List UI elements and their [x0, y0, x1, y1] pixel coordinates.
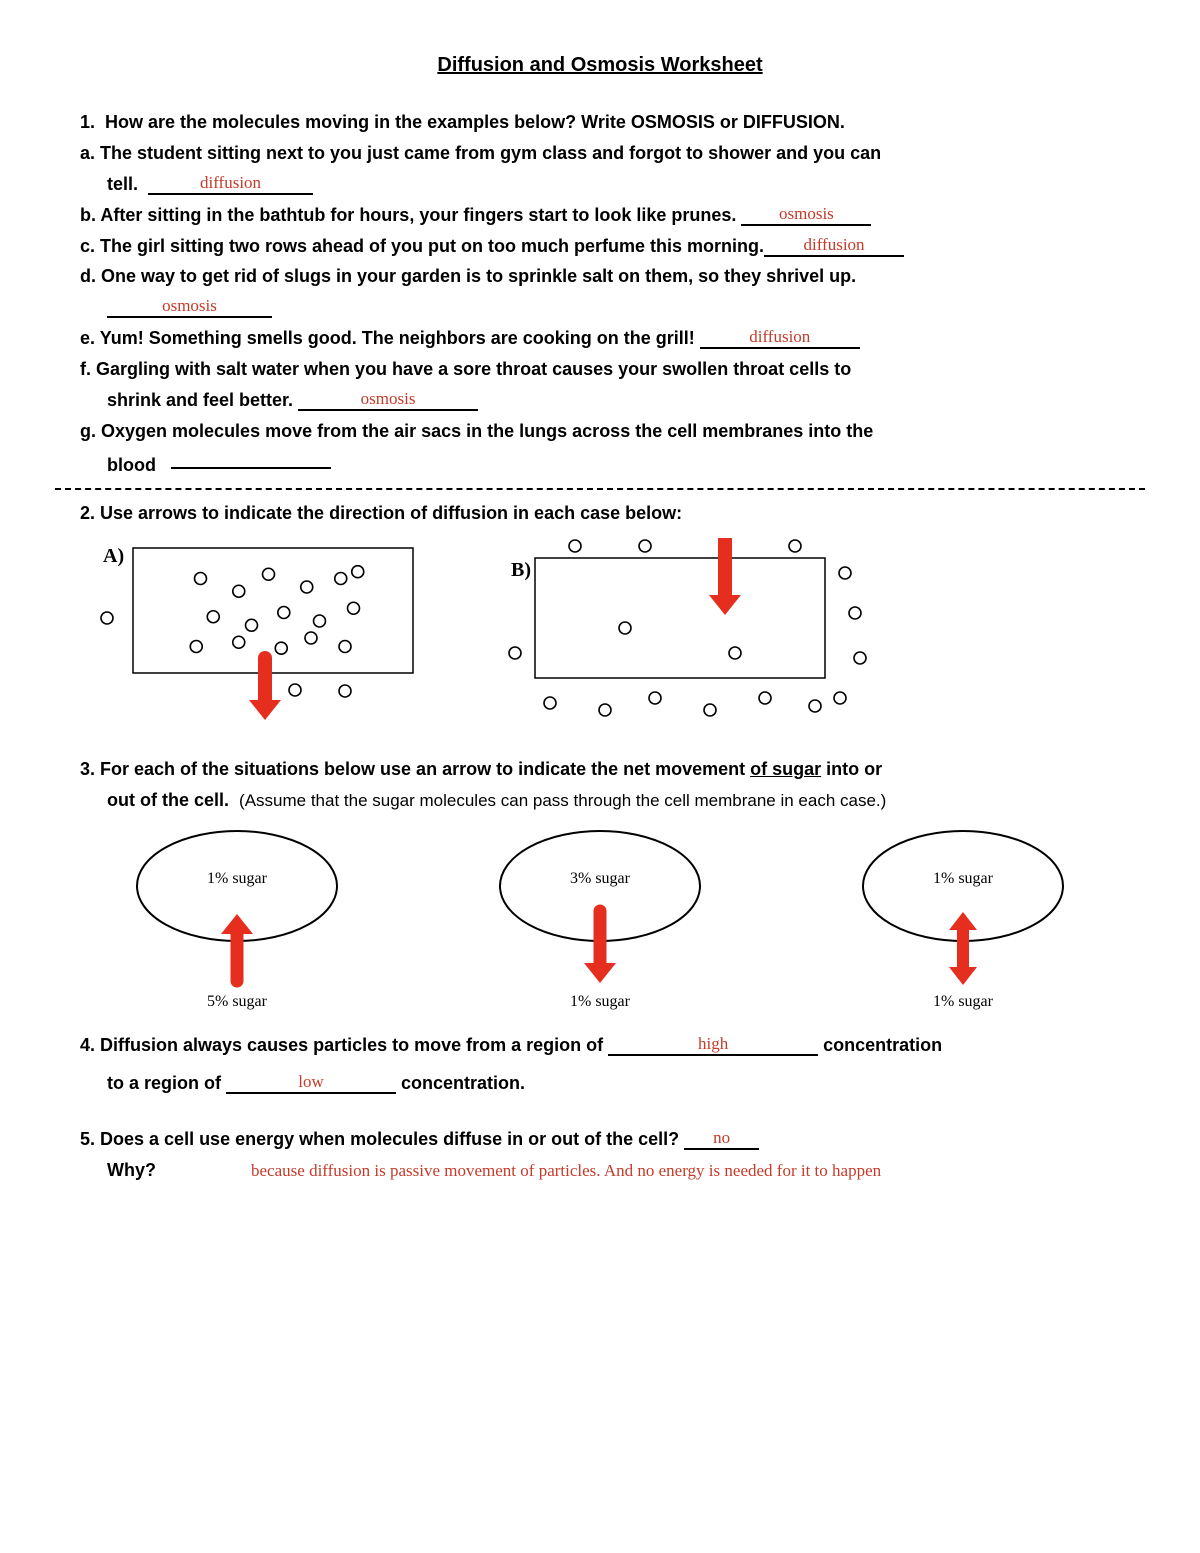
- cell-3-svg: 1% sugar 1% sugar: [848, 821, 1078, 1016]
- q3-text-c: out of the cell.: [107, 790, 229, 810]
- q5-why-label: Why?: [107, 1160, 156, 1180]
- q1b-text: After sitting in the bathtub for hours, …: [100, 205, 736, 225]
- q1a: a. The student sitting next to you just …: [55, 140, 1145, 168]
- q1f-label: f.: [80, 359, 91, 379]
- q1-end: .: [840, 112, 845, 132]
- q4-line1: 4. Diffusion always causes particles to …: [55, 1032, 1145, 1060]
- svg-text:B): B): [511, 559, 531, 581]
- q1f-text: Gargling with salt water when you have a…: [96, 359, 851, 379]
- q1b: b. After sitting in the bathtub for hour…: [55, 202, 1145, 230]
- cell-1-svg: 1% sugar 5% sugar: [122, 821, 352, 1016]
- q1c-answer: diffusion: [803, 235, 864, 254]
- worksheet-title: Diffusion and Osmosis Worksheet: [55, 50, 1145, 81]
- q1g: g. Oxygen molecules move from the air sa…: [55, 418, 1145, 446]
- q1a-answer: diffusion: [200, 173, 261, 192]
- q4-ans2: low: [298, 1072, 324, 1091]
- svg-text:3% sugar: 3% sugar: [570, 870, 631, 887]
- q1f-text2: shrink and feel better.: [107, 390, 293, 410]
- q1a-text: The student sitting next to you just cam…: [100, 143, 881, 163]
- q1a-label: a.: [80, 143, 95, 163]
- q4-text-d: concentration.: [396, 1073, 525, 1093]
- q1-num: 1.: [80, 112, 95, 132]
- q1b-answer: osmosis: [779, 204, 834, 223]
- q1f: f. Gargling with salt water when you hav…: [55, 356, 1145, 384]
- q3-emph: of sugar: [750, 759, 821, 779]
- cell-1: 1% sugar 5% sugar: [122, 821, 352, 1016]
- cell-3: 1% sugar 1% sugar: [848, 821, 1078, 1016]
- q1e-label: e.: [80, 328, 95, 348]
- diagram-a: A): [95, 538, 435, 742]
- q1d-line2: osmosis: [55, 294, 1145, 322]
- q1a-line2: tell. diffusion: [55, 171, 1145, 199]
- q3-note: (Assume that the sugar molecules can pas…: [239, 791, 886, 810]
- q1d-label: d.: [80, 266, 96, 286]
- q1f-answer: osmosis: [361, 389, 416, 408]
- svg-text:1% sugar: 1% sugar: [570, 993, 631, 1010]
- q5-ans: no: [713, 1128, 730, 1147]
- q5-why: Why? because diffusion is passive moveme…: [55, 1157, 1145, 1185]
- q1f-line2: shrink and feel better. osmosis: [55, 387, 1145, 415]
- cell-2-svg: 3% sugar 1% sugar: [485, 821, 715, 1016]
- q1g-text2: blood: [107, 455, 156, 475]
- divider: [55, 488, 1145, 490]
- q1d-text: One way to get rid of slugs in your gard…: [101, 266, 856, 286]
- q4-text-a: 4. Diffusion always causes particles to …: [80, 1035, 608, 1055]
- q3-prompt-line2: out of the cell. (Assume that the sugar …: [55, 787, 1145, 815]
- q1a-text2: tell.: [107, 174, 138, 194]
- cell-2: 3% sugar 1% sugar: [485, 821, 715, 1016]
- diagram-b: B): [495, 538, 895, 742]
- q1c-label: c.: [80, 236, 95, 256]
- diagram-b-svg: B): [495, 538, 895, 733]
- q4-text-c: to a region of: [107, 1073, 226, 1093]
- q4-text-b: concentration: [818, 1035, 942, 1055]
- q1g-label: g.: [80, 421, 96, 441]
- q4-ans1: high: [698, 1034, 728, 1053]
- q5-line: 5. Does a cell use energy when molecules…: [55, 1126, 1145, 1154]
- q1e: e. Yum! Something smells good. The neigh…: [55, 325, 1145, 353]
- q3-text-a: 3. For each of the situations below use …: [80, 759, 750, 779]
- q3-text-b: into or: [821, 759, 882, 779]
- q1-bold2: DIFFUSION: [743, 112, 840, 132]
- q1d: d. One way to get rid of slugs in your g…: [55, 263, 1145, 291]
- svg-text:1% sugar: 1% sugar: [207, 870, 268, 887]
- svg-text:A): A): [103, 545, 124, 567]
- q4-line2: to a region of low concentration.: [55, 1070, 1145, 1098]
- diagram-a-svg: A): [95, 538, 435, 733]
- q3-prompt: 3. For each of the situations below use …: [55, 756, 1145, 784]
- q1c-text: The girl sitting two rows ahead of you p…: [100, 236, 764, 256]
- q1d-answer: osmosis: [162, 296, 217, 315]
- q1-text: How are the molecules moving in the exam…: [105, 112, 631, 132]
- q1c: c. The girl sitting two rows ahead of yo…: [55, 233, 1145, 261]
- svg-text:5% sugar: 5% sugar: [207, 993, 268, 1010]
- q3-cells: 1% sugar 5% sugar 3% sugar 1% sugar 1% sug…: [55, 821, 1145, 1016]
- q5-text: 5. Does a cell use energy when molecules…: [80, 1129, 679, 1149]
- q5-why-answer: because diffusion is passive movement of…: [251, 1161, 881, 1180]
- q1e-answer: diffusion: [749, 327, 810, 346]
- q1g-line2: blood: [55, 449, 1145, 480]
- svg-text:1% sugar: 1% sugar: [933, 870, 994, 887]
- q1e-text: Yum! Something smells good. The neighbor…: [100, 328, 695, 348]
- q1-bold1: OSMOSIS: [631, 112, 715, 132]
- q1g-text: Oxygen molecules move from the air sacs …: [101, 421, 873, 441]
- svg-text:1% sugar: 1% sugar: [933, 993, 994, 1010]
- q2-diagrams: A) B): [95, 538, 1145, 742]
- q1-or: or: [715, 112, 743, 132]
- q1-prompt: 1. How are the molecules moving in the e…: [55, 109, 1145, 137]
- q1b-label: b.: [80, 205, 96, 225]
- q2-prompt: 2. Use arrows to indicate the direction …: [55, 500, 1145, 528]
